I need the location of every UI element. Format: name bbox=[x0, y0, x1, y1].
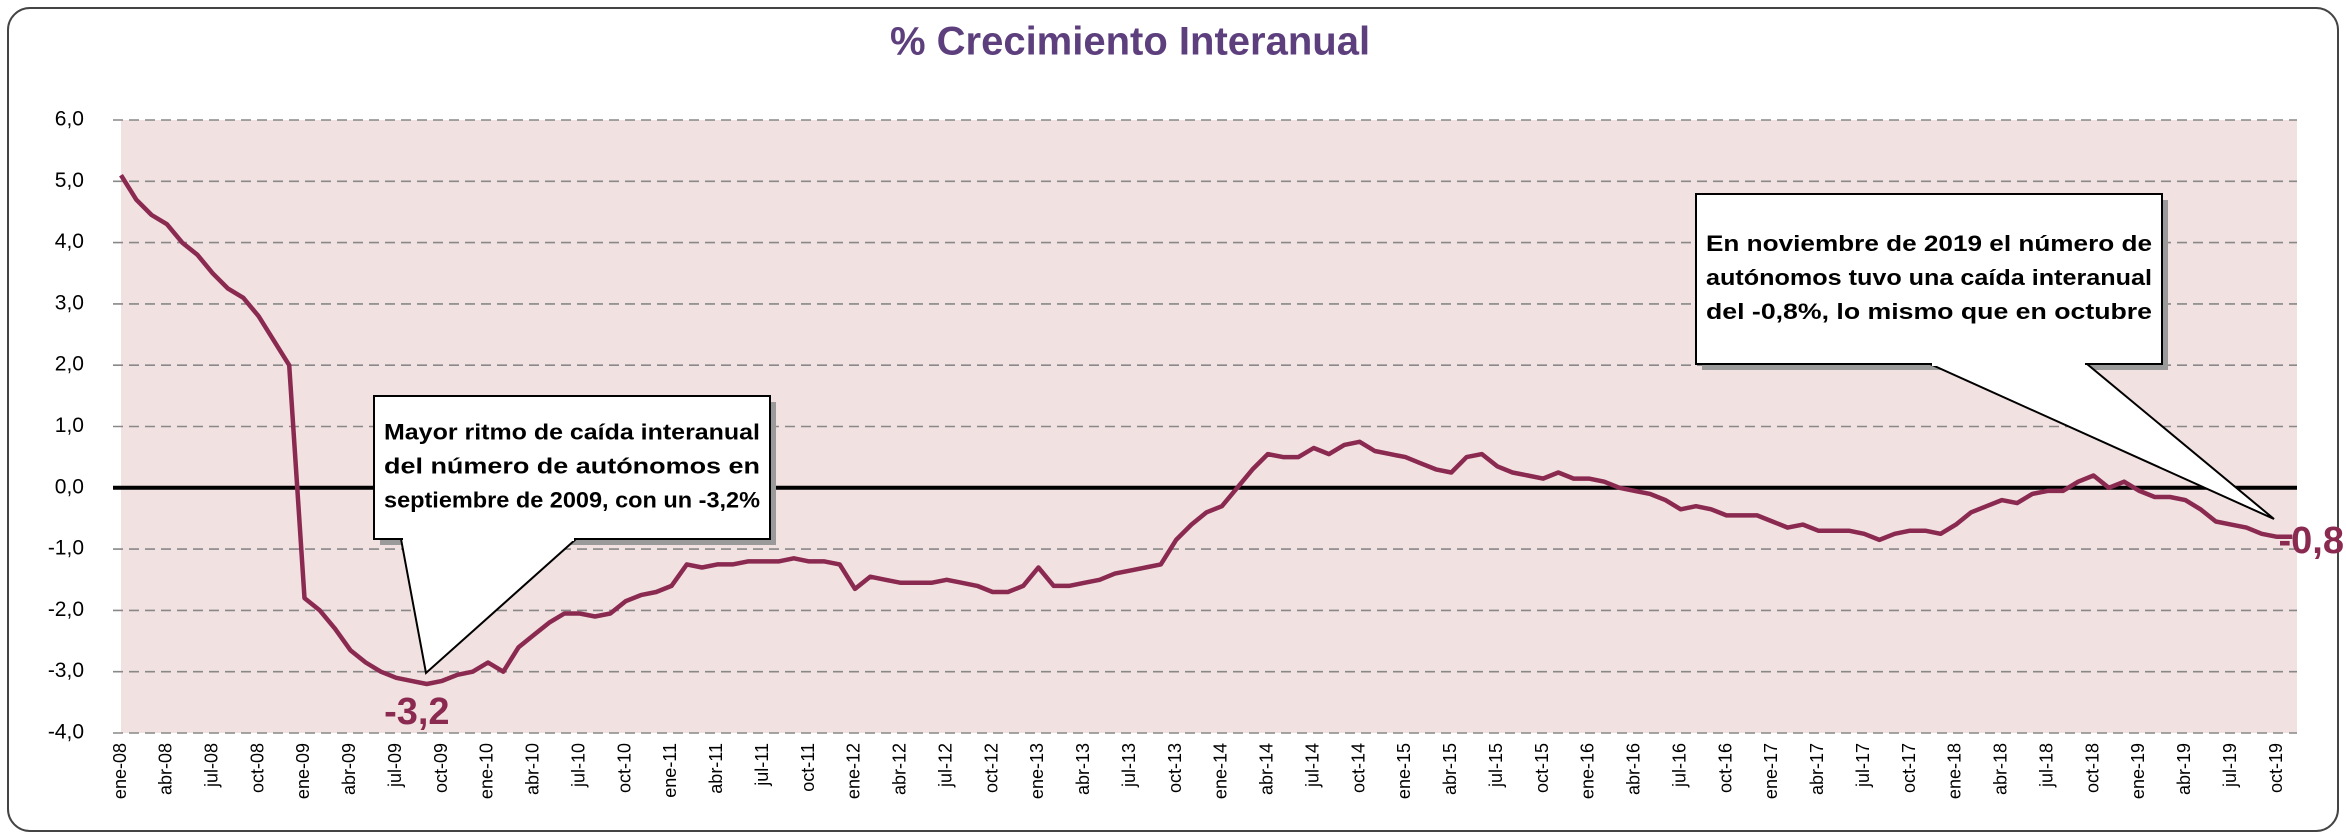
callout-text: Mayor ritmo de caída interanual bbox=[384, 419, 760, 444]
x-tick-label: abr-09 bbox=[339, 743, 359, 795]
callout-join bbox=[1932, 362, 2085, 366]
value-label: -0,8 bbox=[2279, 520, 2344, 562]
x-tick-label: jul-16 bbox=[1669, 743, 1689, 788]
y-tick-label: 4,0 bbox=[55, 230, 84, 253]
chart-title: % Crecimiento Interanual bbox=[890, 20, 1370, 64]
callout-text: autónomos tuvo una caída interanual bbox=[1706, 265, 2152, 290]
callout-text: En noviembre de 2019 el número de bbox=[1706, 231, 2152, 256]
callout: En noviembre de 2019 el número de autónom… bbox=[1695, 193, 2275, 520]
y-tick-label: -3,0 bbox=[48, 659, 84, 682]
callout-text: del número de autónomos en bbox=[384, 453, 760, 478]
x-tick-label: abr-10 bbox=[523, 743, 543, 795]
x-tick-label: jul-12 bbox=[935, 743, 955, 788]
x-tick-label: oct-13 bbox=[1165, 743, 1185, 793]
y-tick-label: -4,0 bbox=[48, 721, 84, 744]
x-tick-label: jul-11 bbox=[752, 743, 772, 787]
x-tick-label: ene-17 bbox=[1761, 743, 1781, 799]
x-tick-label: ene-10 bbox=[477, 743, 497, 799]
data-line bbox=[119, 174, 2293, 687]
x-tick-label: ene-09 bbox=[293, 743, 313, 799]
x-tick-label: jul-17 bbox=[1853, 743, 1873, 788]
x-tick-label: jul-19 bbox=[2220, 743, 2240, 788]
callout-text: septiembre de 2009, con un -3,2% bbox=[384, 487, 760, 512]
x-tick-label: oct-09 bbox=[431, 743, 451, 793]
x-tick-label: oct-17 bbox=[1899, 743, 1919, 793]
y-tick-label: 5,0 bbox=[55, 169, 84, 192]
x-tick-label: jul-09 bbox=[385, 743, 405, 788]
x-tick-label: ene-16 bbox=[1578, 743, 1598, 799]
callout-join bbox=[403, 537, 574, 541]
x-tick-label: abr-19 bbox=[2174, 743, 2194, 795]
x-tick-label: abr-15 bbox=[1440, 743, 1460, 795]
x-tick-label: abr-13 bbox=[1073, 743, 1093, 795]
x-tick-label: jul-13 bbox=[1119, 743, 1139, 788]
x-tick-label: oct-12 bbox=[981, 743, 1001, 793]
x-tick-label: ene-14 bbox=[1211, 743, 1231, 799]
x-tick-label: jul-15 bbox=[1486, 743, 1506, 788]
x-tick-label: abr-08 bbox=[156, 743, 176, 795]
x-tick-label: abr-18 bbox=[1991, 743, 2011, 795]
x-tick-label: ene-08 bbox=[110, 743, 130, 799]
y-tick-label: 6,0 bbox=[55, 108, 84, 131]
value-label: -3,2 bbox=[384, 691, 449, 733]
callout-box bbox=[1695, 193, 2163, 365]
y-tick-label: 1,0 bbox=[55, 414, 84, 437]
x-tick-label: ene-13 bbox=[1027, 743, 1047, 799]
x-tick-label: oct-08 bbox=[247, 743, 267, 793]
x-tick-label: abr-11 bbox=[706, 743, 726, 794]
callout-pointer bbox=[400, 538, 577, 675]
x-tick-label: ene-18 bbox=[1945, 743, 1965, 799]
x-tick-label: oct-14 bbox=[1348, 743, 1368, 793]
callout: Mayor ritmo de caída interanual del númer… bbox=[373, 395, 776, 675]
x-tick-label: abr-16 bbox=[1624, 743, 1644, 795]
y-tick-label: -1,0 bbox=[48, 537, 84, 560]
x-tick-label: ene-15 bbox=[1394, 743, 1414, 799]
y-tick-label: 2,0 bbox=[55, 353, 84, 376]
x-tick-label: oct-15 bbox=[1532, 743, 1552, 793]
x-tick-label: ene-12 bbox=[844, 743, 864, 799]
y-tick-label: 3,0 bbox=[55, 291, 84, 314]
x-tick-label: oct-18 bbox=[2082, 743, 2102, 793]
x-tick-label: jul-18 bbox=[2036, 743, 2056, 788]
x-tick-label: jul-08 bbox=[201, 743, 221, 788]
y-tick-label: -2,0 bbox=[48, 598, 84, 621]
x-tick-label: abr-14 bbox=[1257, 743, 1277, 795]
x-tick-label: ene-11 bbox=[660, 743, 680, 798]
x-tick-label: oct-16 bbox=[1715, 743, 1735, 793]
x-tick-label: jul-14 bbox=[1302, 743, 1322, 788]
y-tick-label: 0,0 bbox=[55, 475, 84, 498]
x-tick-label: abr-12 bbox=[890, 743, 910, 795]
x-tick-label: jul-10 bbox=[568, 743, 588, 788]
x-tick-label: abr-17 bbox=[1807, 743, 1827, 795]
callout-text: del -0,8%, lo mismo que en octubre bbox=[1706, 299, 2152, 324]
callout-pointer bbox=[1929, 363, 2275, 520]
x-tick-label: oct-19 bbox=[2266, 743, 2286, 793]
x-tick-label: oct-10 bbox=[614, 743, 634, 793]
callout-box bbox=[373, 395, 771, 540]
x-tick-label: oct-11 bbox=[798, 743, 818, 792]
x-tick-label: ene-19 bbox=[2128, 743, 2148, 799]
